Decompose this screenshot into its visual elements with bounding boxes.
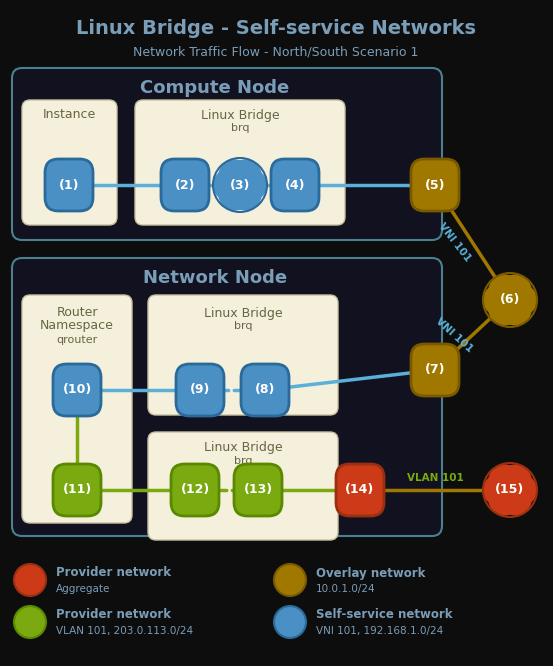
- Text: VNI 101, 192.168.1.0/24: VNI 101, 192.168.1.0/24: [316, 626, 444, 636]
- Circle shape: [499, 274, 532, 308]
- Text: Linux Bridge - Self-service Networks: Linux Bridge - Self-service Networks: [76, 19, 476, 37]
- Text: (6): (6): [500, 294, 520, 306]
- Text: Provider network: Provider network: [56, 567, 171, 579]
- Text: 10.0.1.0/24: 10.0.1.0/24: [316, 584, 375, 594]
- Text: (1): (1): [59, 178, 79, 192]
- Text: VNI 101: VNI 101: [436, 221, 473, 264]
- Text: (5): (5): [425, 178, 445, 192]
- Circle shape: [483, 474, 516, 507]
- Circle shape: [488, 464, 521, 498]
- Text: Provider network: Provider network: [56, 609, 171, 621]
- Circle shape: [218, 178, 251, 210]
- Circle shape: [274, 606, 306, 638]
- FancyBboxPatch shape: [171, 464, 219, 516]
- FancyBboxPatch shape: [271, 159, 319, 211]
- Text: (13): (13): [243, 484, 273, 496]
- Text: (3): (3): [230, 178, 250, 192]
- Text: brq: brq: [234, 456, 252, 466]
- FancyBboxPatch shape: [12, 68, 442, 240]
- Text: (15): (15): [495, 484, 525, 496]
- Circle shape: [483, 284, 516, 316]
- Text: Overlay network: Overlay network: [316, 567, 425, 579]
- Text: qrouter: qrouter: [56, 335, 98, 345]
- Text: Linux Bridge: Linux Bridge: [204, 442, 283, 454]
- Text: (11): (11): [62, 484, 92, 496]
- Circle shape: [504, 284, 537, 316]
- Circle shape: [488, 483, 521, 515]
- FancyBboxPatch shape: [53, 464, 101, 516]
- Text: Namespace: Namespace: [40, 320, 114, 332]
- FancyBboxPatch shape: [53, 364, 101, 416]
- Circle shape: [499, 292, 532, 326]
- FancyBboxPatch shape: [148, 295, 338, 415]
- FancyBboxPatch shape: [241, 364, 289, 416]
- FancyBboxPatch shape: [45, 159, 93, 211]
- FancyBboxPatch shape: [411, 159, 459, 211]
- Text: (8): (8): [255, 384, 275, 396]
- Text: (12): (12): [180, 484, 210, 496]
- Text: VLAN 101: VLAN 101: [406, 473, 463, 483]
- FancyBboxPatch shape: [22, 295, 132, 523]
- Circle shape: [488, 292, 521, 326]
- Text: Compute Node: Compute Node: [140, 79, 290, 97]
- FancyBboxPatch shape: [22, 100, 117, 225]
- Text: brq: brq: [234, 321, 252, 331]
- FancyBboxPatch shape: [135, 100, 345, 225]
- FancyBboxPatch shape: [12, 258, 442, 536]
- Circle shape: [504, 474, 537, 507]
- Text: (4): (4): [285, 178, 305, 192]
- Text: Instance: Instance: [43, 109, 96, 121]
- Circle shape: [499, 483, 532, 515]
- Circle shape: [222, 167, 258, 203]
- Circle shape: [218, 159, 251, 192]
- Circle shape: [229, 159, 262, 192]
- FancyBboxPatch shape: [161, 159, 209, 211]
- Text: Router: Router: [56, 306, 98, 320]
- Circle shape: [14, 606, 46, 638]
- Circle shape: [499, 464, 532, 498]
- Text: (2): (2): [175, 178, 195, 192]
- Circle shape: [213, 168, 246, 202]
- Circle shape: [492, 472, 528, 508]
- Text: (9): (9): [190, 384, 210, 396]
- Text: Linux Bridge: Linux Bridge: [201, 109, 279, 121]
- Text: VLAN 101, 203.0.113.0/24: VLAN 101, 203.0.113.0/24: [56, 626, 193, 636]
- Text: (7): (7): [425, 364, 445, 376]
- FancyBboxPatch shape: [148, 432, 338, 540]
- FancyBboxPatch shape: [411, 344, 459, 396]
- Circle shape: [234, 168, 267, 202]
- Text: (14): (14): [346, 484, 374, 496]
- FancyBboxPatch shape: [176, 364, 224, 416]
- Circle shape: [14, 564, 46, 596]
- Text: VNI 101: VNI 101: [434, 316, 475, 354]
- Circle shape: [229, 178, 262, 210]
- Circle shape: [274, 564, 306, 596]
- FancyBboxPatch shape: [336, 464, 384, 516]
- Circle shape: [488, 274, 521, 308]
- Text: (10): (10): [62, 384, 92, 396]
- Text: brq: brq: [231, 123, 249, 133]
- Circle shape: [492, 282, 528, 318]
- Text: Network Node: Network Node: [143, 269, 287, 287]
- FancyBboxPatch shape: [234, 464, 282, 516]
- Text: Network Traffic Flow - North/South Scenario 1: Network Traffic Flow - North/South Scena…: [133, 45, 419, 59]
- Text: Self-service network: Self-service network: [316, 609, 452, 621]
- Text: Linux Bridge: Linux Bridge: [204, 306, 283, 320]
- Text: Aggregate: Aggregate: [56, 584, 111, 594]
